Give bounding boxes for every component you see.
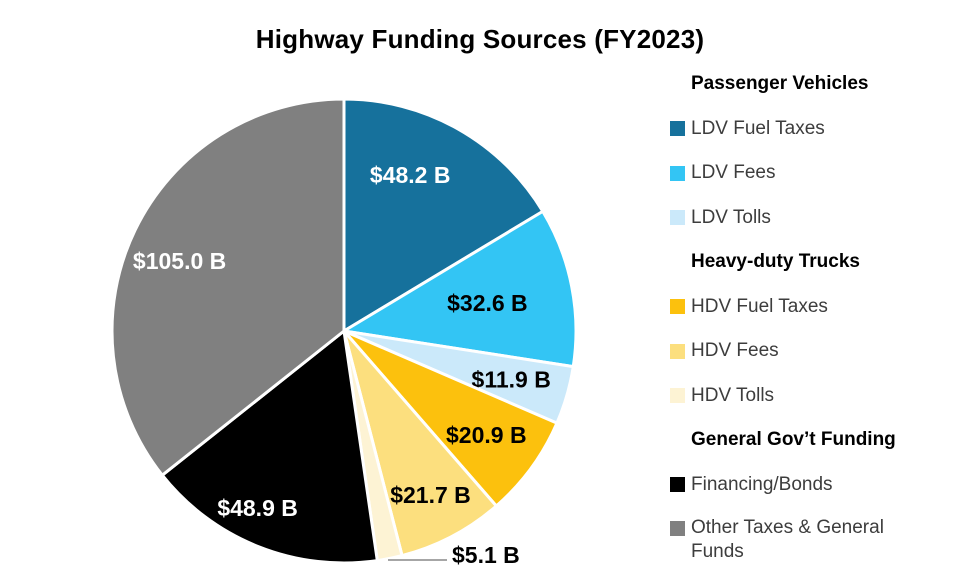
pie-slice-hdv-fees (342, 329, 498, 558)
legend-swatch (670, 210, 685, 226)
legend-label: HDV Tolls (691, 384, 775, 406)
pie-slice-hdv-fuel-taxes (342, 329, 559, 508)
legend-item: Financing/Bonds (670, 463, 956, 508)
legend-item: LDV Fuel Taxes (670, 107, 956, 152)
legend-item: HDV Tolls (670, 374, 956, 419)
legend-swatch (670, 121, 685, 137)
pie-slice-financing-bonds (160, 329, 379, 565)
pie-value-label: $20.9 B (446, 422, 527, 448)
pie-chart: $48.2 B $32.6 B $11.9 B $20.9 B $21.7 B $5.1 … (110, 97, 578, 568)
legend-swatch (670, 299, 685, 315)
legend-label: HDV Fuel Taxes (691, 295, 828, 317)
legend-group-header: General Gov’t Funding (691, 429, 896, 451)
legend-item: HDV Fuel Taxes (670, 285, 956, 330)
pie-value-label: $5.1 B (452, 542, 520, 568)
legend: Passenger Vehicles LDV Fuel Taxes LDV Fees… (670, 62, 956, 564)
pie-value-label: $11.9 B (472, 366, 551, 392)
legend-label: HDV Fees (691, 340, 779, 362)
legend-swatch (670, 165, 685, 181)
legend-item: HDV Fees (670, 329, 956, 374)
pie-value-label: $48.2 B (370, 162, 451, 188)
legend-label: LDV Fuel Taxes (691, 117, 825, 139)
legend-label: Other Taxes & General Funds (691, 517, 884, 562)
pie-value-label: $48.9 B (217, 495, 298, 521)
legend-label: LDV Fees (691, 162, 776, 184)
legend-item: LDV Fees (670, 151, 956, 196)
pie-slice-ldv-fees (342, 209, 578, 369)
legend-swatch (670, 477, 685, 493)
legend-swatch (670, 343, 685, 359)
pie-value-label: $32.6 B (447, 290, 528, 316)
pie-slice-other-taxes-general-funds (110, 97, 346, 477)
legend-label: LDV Tolls (691, 206, 771, 228)
pie-value-label: $105.0 B (133, 248, 226, 274)
chart-title: Highway Funding Sources (FY2023) (255, 24, 705, 54)
legend-swatch (670, 521, 685, 536)
legend-swatch (670, 388, 685, 404)
legend-group-header: Passenger Vehicles (691, 73, 869, 95)
pie-value-label: $21.7 B (390, 482, 471, 508)
legend-group-header: Heavy-duty Trucks (691, 251, 860, 273)
legend-item: LDV Tolls (670, 196, 956, 241)
legend-item: Other Taxes & General Funds (670, 507, 956, 564)
pie-slice-ldv-fuel-taxes (342, 97, 545, 333)
legend-label: Financing/Bonds (691, 473, 833, 495)
